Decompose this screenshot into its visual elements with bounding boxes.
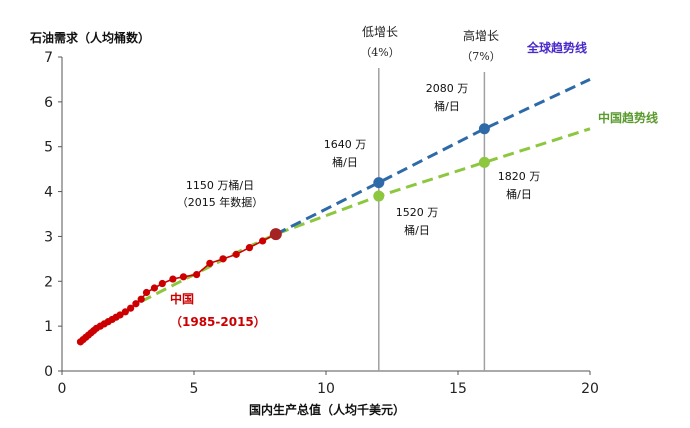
china-data-point bbox=[219, 255, 227, 263]
china-series-label: 中国 bbox=[170, 291, 194, 306]
y-tick-label: 1 bbox=[44, 319, 53, 335]
series bbox=[76, 78, 591, 346]
china-data-point bbox=[193, 270, 201, 279]
low-global-unit: 桶/日 bbox=[332, 155, 358, 169]
series-china-trend bbox=[140, 127, 591, 303]
low-global-value: 1640 万 bbox=[324, 138, 367, 151]
china-data-point bbox=[232, 250, 240, 258]
axes: 0 1 2 3 4 5 6 7 0 5 10 15 20 bbox=[44, 50, 599, 397]
marker-high-china bbox=[478, 156, 490, 168]
scenario-low-rate: （4%） bbox=[360, 46, 399, 59]
y-tick-label: 0 bbox=[44, 364, 53, 380]
y-tick-label: 2 bbox=[44, 274, 53, 290]
y-tick-label: 6 bbox=[44, 95, 53, 111]
scenario-high-label: 高增长 bbox=[463, 28, 499, 43]
china-data-point bbox=[150, 284, 158, 292]
y-tick-label: 5 bbox=[44, 140, 53, 156]
marker-end2015 bbox=[269, 228, 282, 241]
markers bbox=[269, 123, 490, 241]
low-china-value: 1520 万 bbox=[396, 206, 439, 219]
china-data-point bbox=[121, 308, 129, 316]
china-data-point bbox=[169, 275, 177, 283]
y-axis-title: 石油需求（人均桶数） bbox=[29, 30, 150, 45]
x-tick-label: 5 bbox=[190, 381, 199, 397]
y-tick-label: 7 bbox=[44, 50, 53, 66]
china-data-point bbox=[206, 259, 214, 267]
y-tick-label: 4 bbox=[44, 185, 53, 201]
high-china-unit: 桶/日 bbox=[506, 187, 532, 201]
y-tick-label: 3 bbox=[44, 229, 53, 245]
end2015-note: （2015 年数据） bbox=[177, 195, 264, 209]
china-series-years: （1985-2015） bbox=[170, 314, 266, 329]
scenario-low-label: 低增长 bbox=[362, 25, 398, 39]
low-china-unit: 桶/日 bbox=[404, 223, 430, 237]
end2015-value: 1150 万桶/日 bbox=[186, 178, 254, 192]
china-data-point bbox=[116, 311, 124, 319]
china-trend-legend: 中国趋势线 bbox=[598, 110, 658, 125]
china-data-point bbox=[132, 300, 140, 308]
scenario-lines bbox=[378, 68, 486, 371]
global-trend-legend: 全球趋势线 bbox=[526, 40, 587, 55]
scenario-high-rate: （7%） bbox=[461, 50, 500, 63]
marker-low-global bbox=[373, 177, 385, 189]
high-global-unit: 桶/日 bbox=[434, 99, 460, 113]
high-china-value: 1820 万 bbox=[498, 170, 541, 183]
series-global-trend bbox=[275, 78, 591, 236]
marker-low-china bbox=[373, 190, 385, 202]
china-data-point bbox=[179, 273, 188, 281]
china-data-point bbox=[158, 279, 166, 288]
china-data-point bbox=[245, 244, 254, 252]
x-tick-label: 20 bbox=[581, 381, 599, 397]
x-tick-label: 0 bbox=[58, 381, 67, 397]
china-data-point bbox=[137, 295, 145, 303]
x-tick-label: 10 bbox=[317, 381, 335, 397]
china-data-point bbox=[142, 288, 151, 297]
marker-high-global bbox=[478, 123, 490, 135]
china-data-point bbox=[259, 237, 267, 245]
china-data-point bbox=[127, 304, 135, 312]
high-global-value: 2080 万 bbox=[426, 82, 469, 95]
x-tick-label: 15 bbox=[449, 381, 467, 397]
x-axis-title: 国内生产总值（人均千美元） bbox=[249, 402, 405, 417]
